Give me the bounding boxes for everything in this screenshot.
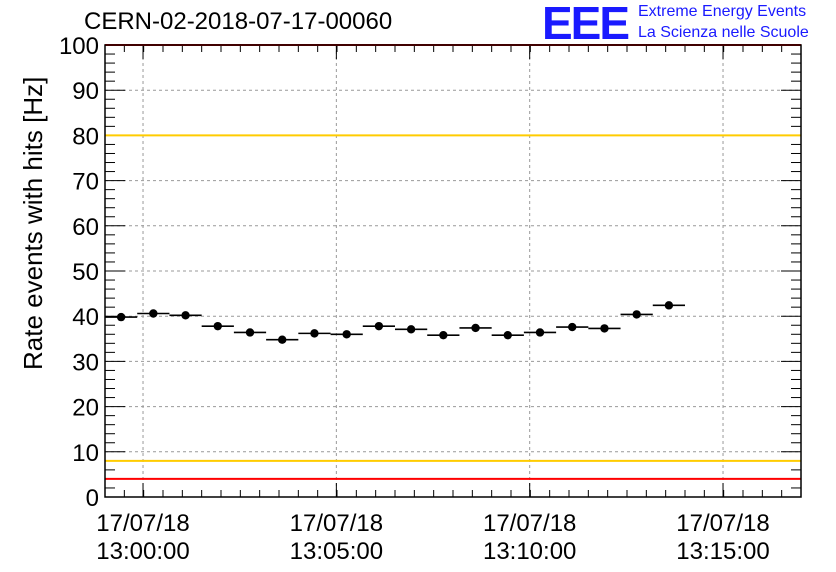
data-point <box>181 311 190 320</box>
data-point <box>535 328 545 337</box>
eee-logo: EEE <box>542 0 630 49</box>
data-point <box>278 335 287 344</box>
x-tick-label-date: 17/07/18 <box>290 510 383 537</box>
data-point <box>116 312 126 322</box>
x-tick-label-time: 13:15:00 <box>676 538 769 565</box>
data-point <box>342 330 351 339</box>
y-tick-label: 70 <box>72 169 99 196</box>
data-point <box>245 328 255 337</box>
y-tick-label: 30 <box>72 349 99 376</box>
data-point <box>406 325 416 334</box>
plot-frame <box>104 44 802 498</box>
y-tick-label: 60 <box>72 214 99 241</box>
data-point <box>568 322 577 332</box>
data-point <box>213 321 222 331</box>
chart-title: CERN-02-2018-07-17-00060 <box>84 8 393 35</box>
y-tick-label: 100 <box>59 33 99 60</box>
logo-line-2: La Scienza nelle Scuole <box>638 24 809 41</box>
x-tick-label-date: 17/07/18 <box>96 510 189 537</box>
data-point <box>664 301 674 310</box>
x-tick-label-date: 17/07/18 <box>483 510 576 537</box>
x-tick-label-time: 13:00:00 <box>96 538 189 565</box>
y-tick-label: 90 <box>72 78 99 105</box>
data-point <box>439 330 448 340</box>
y-tick-label: 40 <box>72 304 99 331</box>
data-point <box>471 323 480 333</box>
y-tick-label: 0 <box>86 485 99 512</box>
logo-line-1: Extreme Energy Events <box>638 3 807 20</box>
x-tick-label-time: 13:05:00 <box>290 538 383 565</box>
y-tick-label: 80 <box>72 123 99 150</box>
data-point <box>503 330 512 340</box>
data-point <box>600 324 609 333</box>
y-tick-label: 20 <box>72 395 99 422</box>
x-tick-label-time: 13:10:00 <box>483 538 576 565</box>
y-tick-label: 50 <box>72 259 99 286</box>
y-tick-label: 10 <box>72 440 99 467</box>
data-point <box>149 309 158 318</box>
data-point <box>374 321 384 331</box>
data-point <box>632 310 641 319</box>
data-point <box>310 329 319 338</box>
x-tick-label-date: 17/07/18 <box>676 510 769 537</box>
